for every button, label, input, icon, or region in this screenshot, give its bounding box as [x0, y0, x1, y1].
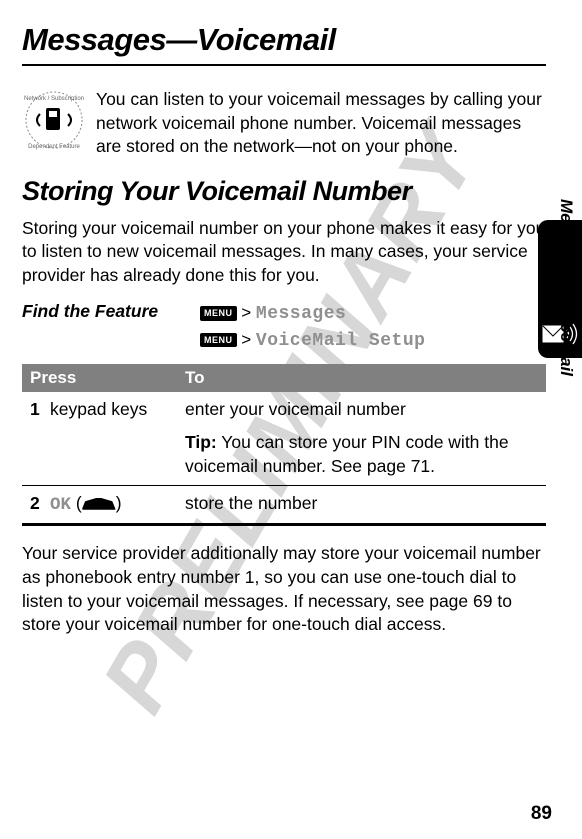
feature-path: MENU > Messages MENU > VoiceMail Setup — [200, 301, 425, 353]
menu-key-icon: MENU — [200, 306, 237, 321]
paren-open: ( — [71, 493, 82, 513]
step-press: keypad keys — [42, 392, 177, 485]
page-content: Messages—Voicemail Network / Subscriptio… — [0, 0, 582, 637]
table-head-to: To — [177, 364, 546, 392]
feature-label: Find the Feature — [22, 301, 200, 353]
body-paragraph-2: Your service provider additionally may s… — [22, 542, 546, 637]
page-number: 89 — [531, 803, 552, 825]
body-paragraph-1: Storing your voicemail number on your ph… — [22, 217, 546, 288]
path-arrow: > — [241, 303, 256, 322]
table-row: 1 keypad keys enter your voicemail numbe… — [22, 392, 546, 485]
section-heading: Storing Your Voicemail Number — [22, 177, 546, 207]
step-action: enter your voicemail number — [185, 398, 538, 422]
step-number: 2 — [22, 485, 42, 525]
table-row: 2 OK () store the number — [22, 485, 546, 525]
page-title: Messages—Voicemail — [22, 22, 546, 66]
tip-label: Tip: — [185, 432, 217, 452]
svg-text:Dependent Feature: Dependent Feature — [28, 144, 80, 150]
softkey-icon — [82, 498, 116, 510]
network-feature-icon: Network / Subscription Dependent Feature — [22, 88, 86, 159]
intro-paragraph: You can listen to your voicemail message… — [96, 88, 546, 159]
step-to: enter your voicemail number Tip: You can… — [177, 392, 546, 485]
menu-key-icon: MENU — [200, 333, 237, 348]
table-head-press: Press — [22, 364, 177, 392]
ok-softkey-label: OK — [50, 495, 71, 515]
paren-close: ) — [116, 493, 122, 513]
step-to: store the number — [177, 485, 546, 525]
find-the-feature-row: Find the Feature MENU > Messages MENU > … — [22, 301, 546, 353]
menu-path-messages: Messages — [256, 304, 346, 324]
tip-text: You can store your PIN code with the voi… — [185, 432, 509, 476]
intro-row: Network / Subscription Dependent Feature… — [22, 88, 546, 159]
svg-text:Network / Subscription: Network / Subscription — [24, 96, 84, 102]
path-arrow: > — [241, 330, 256, 349]
step-press: OK () — [42, 485, 177, 525]
step-number: 1 — [22, 392, 42, 485]
steps-table: Press To 1 keypad keys enter your voicem… — [22, 364, 546, 527]
menu-path-voicemail-setup: VoiceMail Setup — [256, 331, 426, 351]
